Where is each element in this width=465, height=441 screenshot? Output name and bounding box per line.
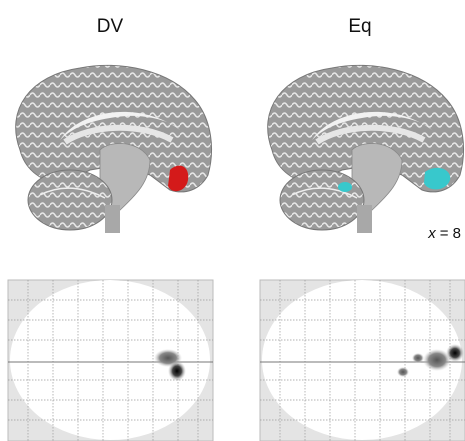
annotation-text: = 8 — [440, 225, 461, 242]
glass-blob — [397, 367, 409, 377]
slice-annotation: x= 8 — [427, 225, 461, 242]
brain-slice — [268, 65, 464, 233]
activation-blob — [338, 182, 352, 192]
figure: DV Eq x= 8 — [0, 0, 465, 441]
brain-slice — [16, 65, 212, 233]
panel-title: Eq — [348, 16, 371, 37]
panel-title: DV — [97, 16, 124, 37]
glass-blob — [423, 349, 451, 371]
glass-panel — [8, 280, 213, 441]
annotation-variable: x — [427, 225, 436, 242]
glass-blob — [168, 361, 186, 381]
glass-blob — [412, 353, 424, 363]
